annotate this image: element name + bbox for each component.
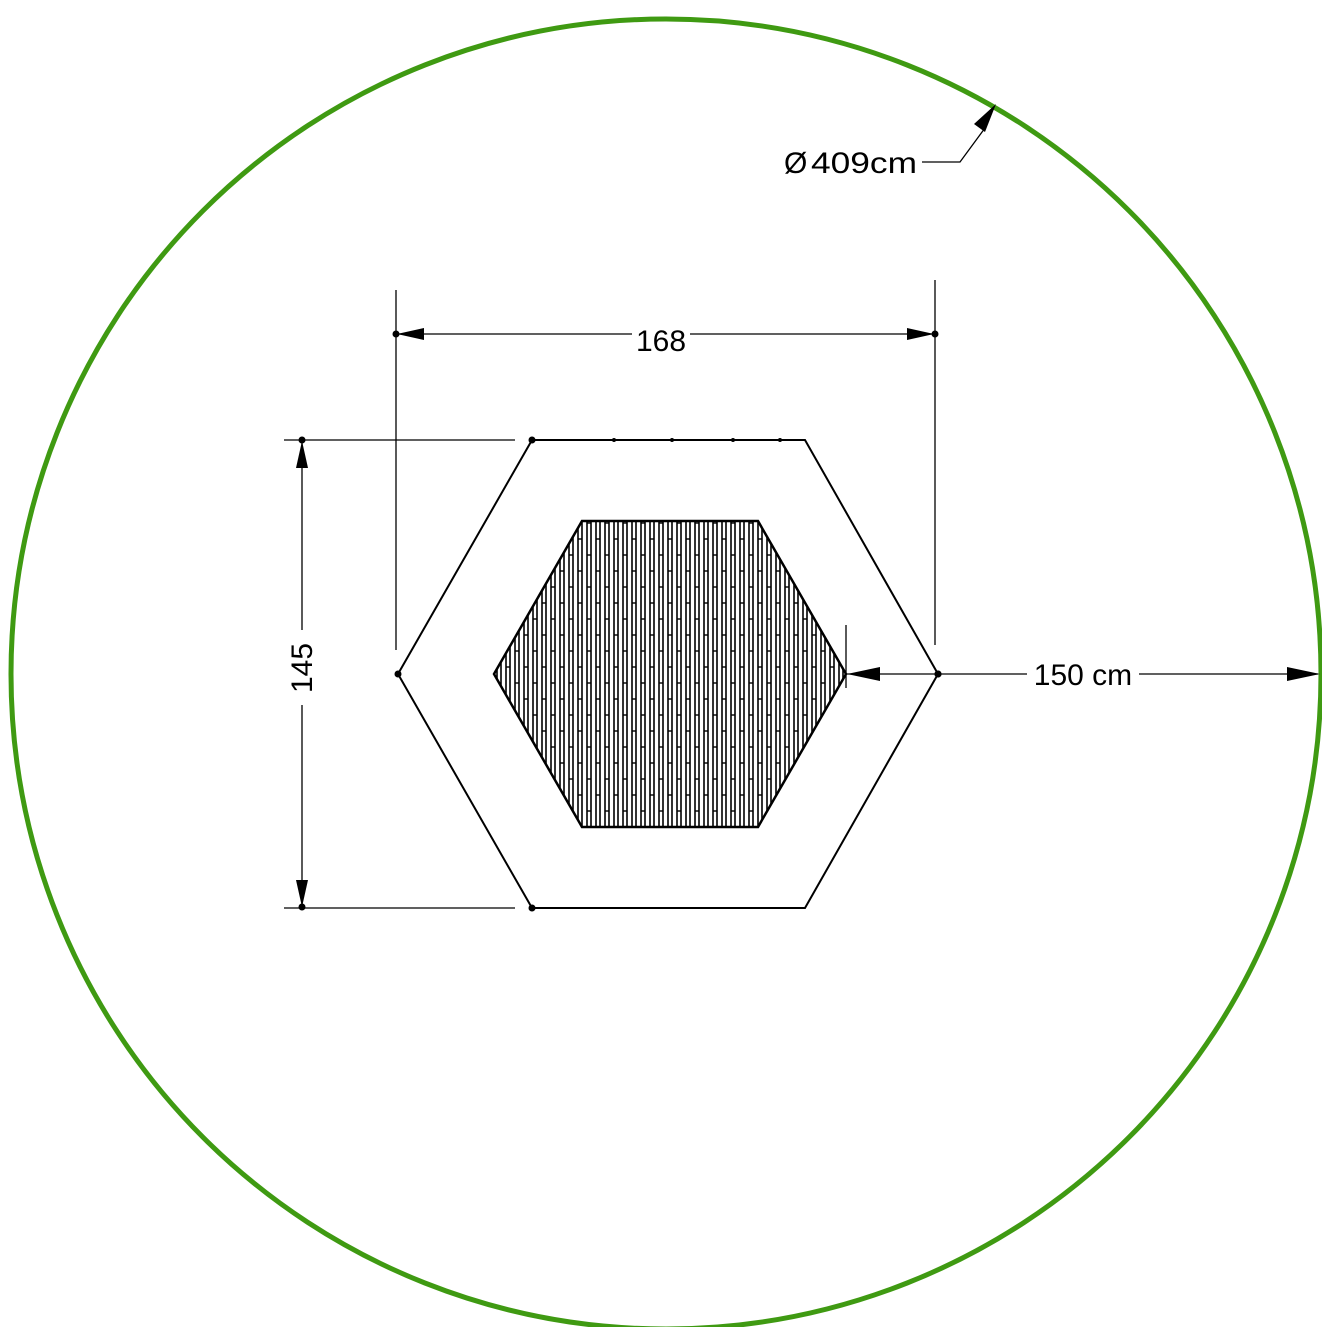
arrowhead-icon — [296, 436, 308, 911]
diameter-label: 409cm — [811, 147, 917, 180]
width-label: 168 — [636, 325, 686, 358]
arrowhead-icon — [392, 328, 939, 340]
height-dimension — [284, 439, 515, 909]
diameter-leader — [922, 127, 986, 163]
jumping-mat — [492, 519, 848, 829]
width-dimension — [395, 280, 936, 650]
safety-zone-circle — [8, 16, 1322, 1327]
clearance-label: 150 cm — [1034, 659, 1132, 692]
arrowhead-icon — [974, 104, 996, 132]
height-label: 145 — [286, 643, 319, 693]
arrowhead-icon — [847, 667, 1320, 681]
diameter-icon: Ø — [784, 147, 807, 180]
